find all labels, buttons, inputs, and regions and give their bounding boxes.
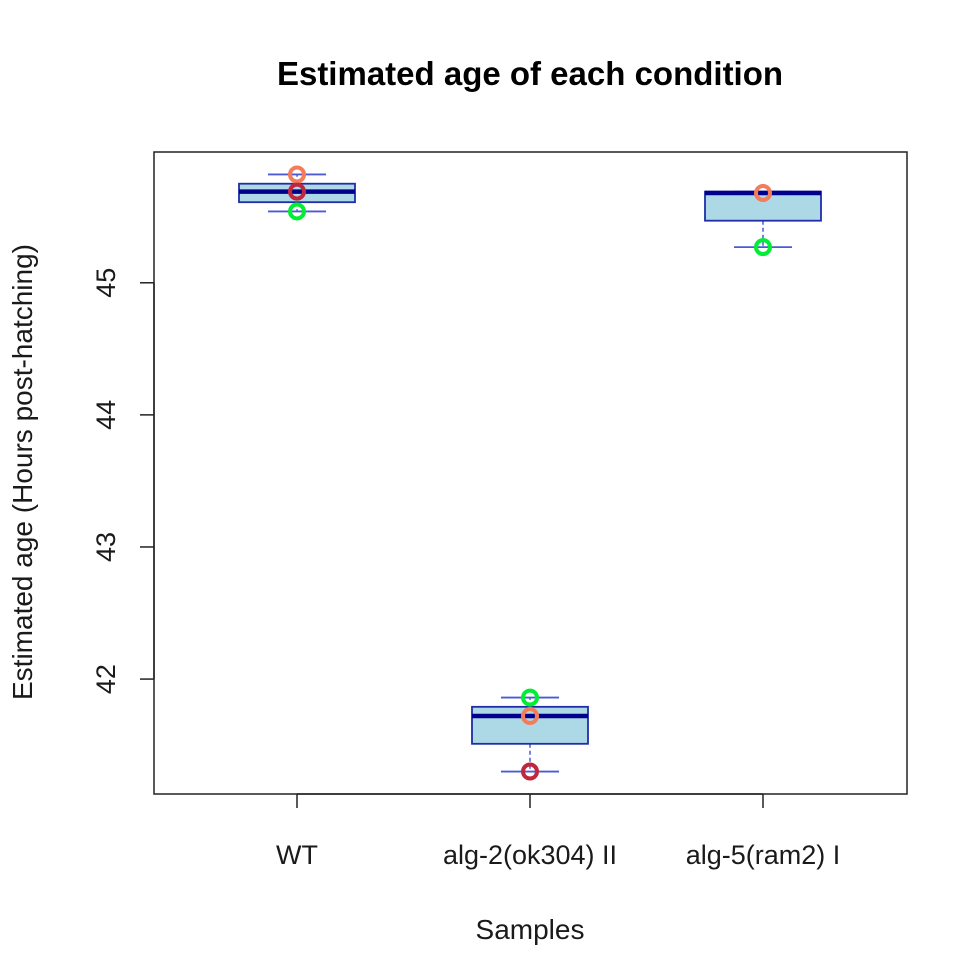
x-tick-label: alg-5(ram2) I (686, 840, 841, 870)
y-axis: 42 43 44 45 (91, 268, 155, 694)
x-tick-label: WT (276, 840, 318, 870)
y-axis-label: Estimated age (Hours post-hatching) (7, 244, 38, 700)
y-tick-label: 45 (91, 268, 121, 298)
data-point (521, 762, 539, 781)
y-tick-label: 44 (91, 400, 121, 430)
points-layer (288, 165, 772, 781)
x-tick-label: alg-2(ok304) II (443, 840, 617, 870)
box-body (704, 190, 822, 222)
box-3 (704, 190, 822, 249)
data-point (521, 688, 539, 707)
data-point (288, 182, 306, 201)
data-point (288, 202, 306, 221)
data-point (754, 183, 772, 202)
y-tick-label: 43 (91, 532, 121, 562)
x-axis: WT alg-2(ok304) II alg-5(ram2) I (276, 793, 841, 870)
box-body (471, 705, 589, 745)
boxes-layer (238, 173, 822, 773)
data-point (521, 707, 539, 726)
y-tick-label: 42 (91, 664, 121, 694)
box-2 (471, 696, 589, 773)
chart-title: Estimated age of each condition (277, 55, 783, 92)
data-point (288, 165, 306, 184)
data-point (754, 238, 772, 257)
x-axis-label: Samples (476, 914, 585, 945)
